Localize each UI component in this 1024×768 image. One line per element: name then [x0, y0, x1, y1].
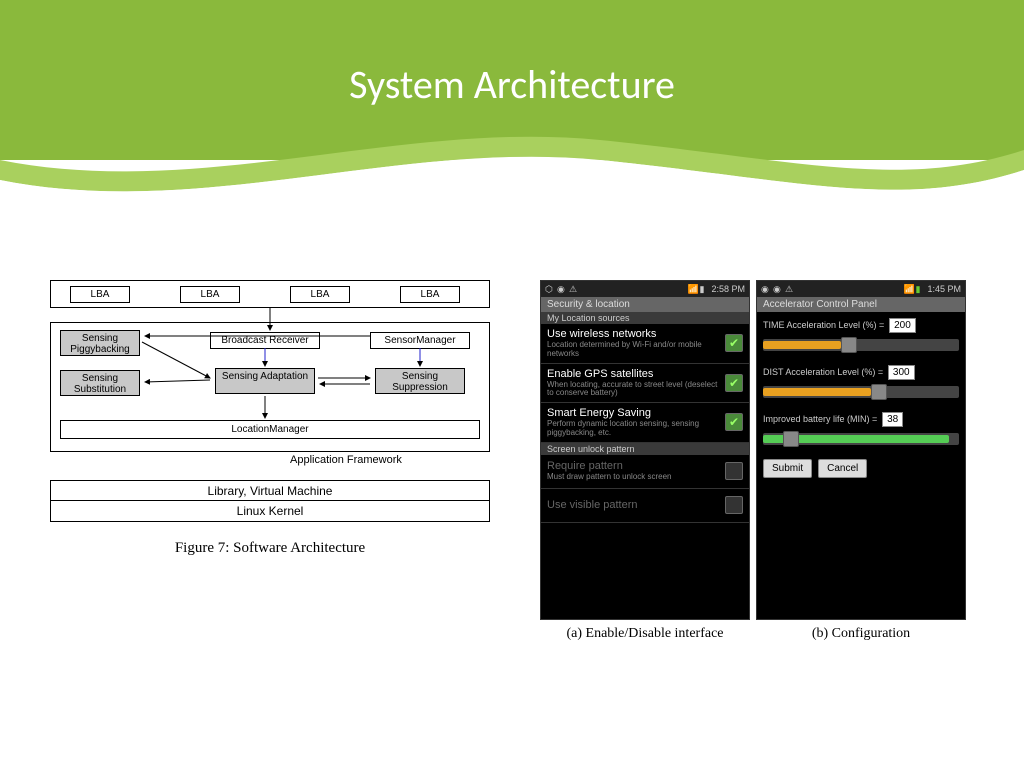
phone-a-time: 2:58 PM [711, 284, 745, 294]
diagram-caption: Figure 7: Software Architecture [30, 540, 510, 557]
phone-b-time: 1:45 PM [927, 284, 961, 294]
stack-kernel-box: Linux Kernel [50, 500, 490, 522]
checkbox-icon[interactable] [725, 462, 743, 480]
slider-value: 300 [888, 365, 915, 380]
slider-fill [763, 388, 871, 396]
checkbox-icon[interactable] [725, 334, 743, 352]
setting-desc: Location determined by Wi-Fi and/or mobi… [547, 341, 725, 359]
setting-title: Smart Energy Saving [547, 407, 725, 419]
phone-b: ◉◉⚠ 📶▮1:45 PM Accelerator Control Panel … [756, 280, 966, 620]
slider-fill [763, 341, 841, 349]
stack-library-box: Library, Virtual Machine [50, 480, 490, 502]
setting-row-gps[interactable]: Enable GPS satellites When locating, acc… [541, 364, 749, 404]
slider-value: 38 [882, 412, 903, 427]
sync-icon: ◉ [557, 284, 567, 294]
slider-row-battery: Improved battery life (MIN) = 38 [757, 406, 965, 429]
battery-icon: ▮ [915, 284, 925, 294]
phone-b-statusbar: ◉◉⚠ 📶▮1:45 PM [757, 281, 965, 297]
slider-track[interactable] [763, 386, 959, 398]
checkbox-icon[interactable] [725, 496, 743, 514]
slider-label: DIST Acceleration Level (%) = [763, 367, 883, 377]
setting-title: Enable GPS satellites [547, 368, 725, 380]
wifi-icon: ◉ [761, 284, 771, 294]
slider-label: TIME Acceleration Level (%) = [763, 320, 884, 330]
setting-title: Use visible pattern [547, 499, 725, 511]
battery-icon: ▮ [699, 284, 709, 294]
slider-row-dist: DIST Acceleration Level (%) = 300 [757, 359, 965, 382]
phone-b-header: Accelerator Control Panel [757, 297, 965, 312]
alert-icon: ⚠ [785, 284, 795, 294]
diagram-arrows-icon [50, 280, 490, 452]
sync-icon: ◉ [773, 284, 783, 294]
phone-a-statusbar: ⬡◉⚠ 📶▮2:58 PM [541, 281, 749, 297]
software-architecture-diagram: LBA LBA LBA LBA Sensing Piggybacking Sen… [30, 280, 510, 720]
button-row: Submit Cancel [757, 453, 965, 484]
phone-screenshots: ⬡◉⚠ 📶▮2:58 PM Security & location My Loc… [540, 280, 1020, 720]
setting-title: Use wireless networks [547, 328, 725, 340]
signal-icon: 📶 [687, 284, 697, 294]
slide-content: LBA LBA LBA LBA Sensing Piggybacking Sen… [0, 280, 1024, 720]
phone-a-subheader: My Location sources [541, 312, 749, 324]
setting-desc: Perform dynamic location sensing, sensin… [547, 420, 725, 438]
phone-a-caption: (a) Enable/Disable interface [566, 626, 723, 642]
checkbox-icon[interactable] [725, 374, 743, 392]
phone-a: ⬡◉⚠ 📶▮2:58 PM Security & location My Loc… [540, 280, 750, 620]
slide-title: System Architecture [0, 60, 1024, 109]
setting-desc: When locating, accurate to street level … [547, 381, 725, 399]
phone-a-header: Security & location [541, 297, 749, 312]
setting-desc: Must draw pattern to unlock screen [547, 473, 725, 482]
setting-row-require-pattern[interactable]: Require pattern Must draw pattern to unl… [541, 455, 749, 489]
application-framework-label: Application Framework [290, 454, 402, 466]
phone-a-subheader2: Screen unlock pattern [541, 443, 749, 455]
slider-label: Improved battery life (MIN) = [763, 414, 877, 424]
slider-row-time: TIME Acceleration Level (%) = 200 [757, 312, 965, 335]
setting-row-smart-energy[interactable]: Smart Energy Saving Perform dynamic loca… [541, 403, 749, 443]
phone-b-caption: (b) Configuration [812, 626, 910, 642]
slider-thumb-icon[interactable] [871, 384, 887, 400]
signal-icon: 📶 [903, 284, 913, 294]
setting-title: Require pattern [547, 460, 725, 472]
usb-icon: ⬡ [545, 284, 555, 294]
slider-track[interactable] [763, 339, 959, 351]
setting-row-wireless[interactable]: Use wireless networks Location determine… [541, 324, 749, 364]
alert-icon: ⚠ [569, 284, 579, 294]
cancel-button[interactable]: Cancel [818, 459, 867, 478]
phone-b-wrap: ◉◉⚠ 📶▮1:45 PM Accelerator Control Panel … [756, 280, 966, 720]
slider-thumb-icon[interactable] [783, 431, 799, 447]
setting-row-visible-pattern[interactable]: Use visible pattern [541, 489, 749, 523]
slider-track[interactable] [763, 433, 959, 445]
slider-value: 200 [889, 318, 916, 333]
submit-button[interactable]: Submit [763, 459, 812, 478]
phone-a-wrap: ⬡◉⚠ 📶▮2:58 PM Security & location My Loc… [540, 280, 750, 720]
slider-thumb-icon[interactable] [841, 337, 857, 353]
slide-header: System Architecture [0, 0, 1024, 200]
checkbox-icon[interactable] [725, 413, 743, 431]
